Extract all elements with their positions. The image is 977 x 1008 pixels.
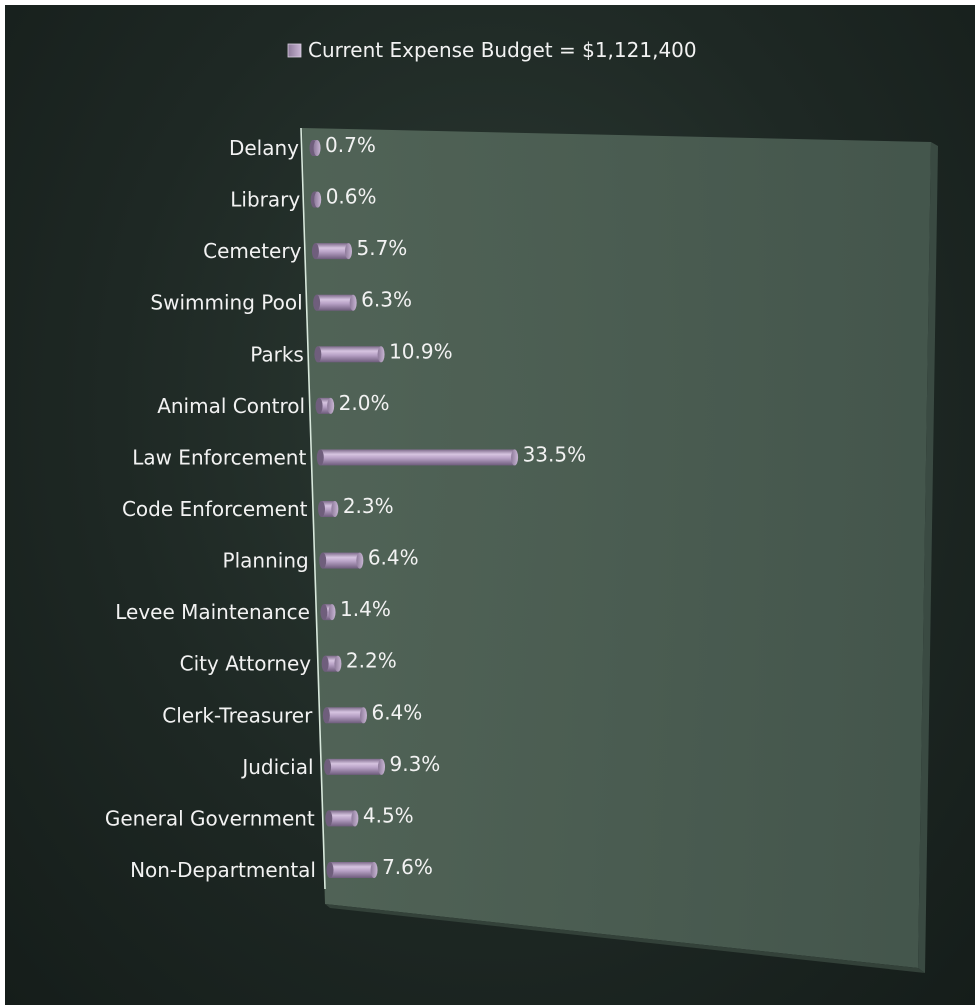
bar-start-cap-code-enforcement <box>318 501 325 517</box>
bar-cemetery <box>315 243 349 260</box>
chart-legend: Current Expense Budget = $1,121,400 <box>287 38 697 62</box>
bar-end-cap-swimming-pool <box>349 294 357 311</box>
bar-end-cap-clerk-treasurer <box>359 707 367 724</box>
category-label-code-enforcement: Code Enforcement <box>122 497 308 521</box>
category-label-animal-control: Animal Control <box>157 394 305 418</box>
bar-law-enforcement <box>320 449 515 466</box>
category-label-parks: Parks <box>250 342 304 366</box>
bar-start-cap-city-attorney <box>321 655 329 672</box>
value-label-non-departmental: 7.6% <box>382 855 433 879</box>
bar-end-cap-code-enforcement <box>331 501 339 517</box>
bar-end-cap-non-departmental <box>370 862 378 878</box>
value-label-animal-control: 2.0% <box>339 391 390 415</box>
bar-end-cap-levee-maintenance <box>328 604 336 621</box>
category-label-library: Library <box>230 188 300 212</box>
bar-start-cap-non-departmental <box>326 862 334 878</box>
legend-swatch-icon <box>287 43 302 58</box>
bar-parks <box>317 346 382 363</box>
value-label-general-government: 4.5% <box>363 803 414 827</box>
bar-end-cap-judicial <box>378 758 386 775</box>
chart-svg: Current Expense Budget = $1,121,400 Dela… <box>105 38 938 973</box>
bar-start-cap-general-government <box>325 810 333 827</box>
bar-start-cap-parks <box>314 346 322 363</box>
value-label-judicial: 9.3% <box>390 752 441 776</box>
bar-city-attorney <box>325 655 338 672</box>
bar-levee-maintenance <box>323 604 333 621</box>
category-label-law-enforcement: Law Enforcement <box>132 445 306 469</box>
bar-start-cap-judicial <box>324 758 332 775</box>
category-label-clerk-treasurer: Clerk-Treasurer <box>162 703 313 727</box>
bar-start-cap-swimming-pool <box>313 294 321 311</box>
value-label-library: 0.6% <box>326 185 377 209</box>
value-label-law-enforcement: 33.5% <box>523 442 587 466</box>
bar-swimming-pool <box>316 294 354 311</box>
chart-back-wall <box>302 128 931 968</box>
bar-clerk-treasurer <box>326 707 364 724</box>
bar-judicial <box>327 758 382 775</box>
category-label-cemetery: Cemetery <box>203 239 301 263</box>
value-label-planning: 6.4% <box>368 546 419 570</box>
bar-start-cap-law-enforcement <box>316 449 324 466</box>
value-labels: 0.7% 0.6% 5.7% 6.3% 10.9% 2.0% 33.5% 2.3% 6.4% 1.… <box>325 133 586 879</box>
bar-start-cap-cemetery <box>311 243 319 260</box>
category-label-judicial: Judicial <box>240 755 313 779</box>
category-label-non-departmental: Non-Departmental <box>130 858 316 882</box>
bar-planning <box>322 552 360 569</box>
category-axis-line <box>300 127 326 890</box>
bar-end-cap-library <box>314 191 322 208</box>
bar-end-cap-law-enforcement <box>511 449 519 466</box>
category-label-levee-maintenance: Levee Maintenance <box>115 600 310 624</box>
plot-area <box>300 127 938 973</box>
chart-frame: Current Expense Budget = $1,121,400 Dela… <box>5 5 975 1005</box>
value-label-city-attorney: 2.2% <box>346 649 397 673</box>
category-label-swimming-pool: Swimming Pool <box>150 291 302 315</box>
bar-code-enforcement <box>321 501 335 517</box>
bar-start-cap-planning <box>319 552 327 569</box>
category-label-city-attorney: City Attorney <box>180 652 312 676</box>
category-labels: Delany Library Cemetery Swimming Pool Parks A… <box>105 136 316 882</box>
chart-wall-side <box>918 142 938 973</box>
value-label-parks: 10.9% <box>389 339 453 363</box>
bar-general-government <box>328 810 355 827</box>
category-label-general-government: General Government <box>105 806 315 830</box>
legend-label: Current Expense Budget = $1,121,400 <box>308 38 697 62</box>
bar-end-cap-animal-control <box>327 397 335 414</box>
bar-end-cap-general-government <box>351 810 359 827</box>
value-label-cemetery: 5.7% <box>356 236 407 260</box>
bar-end-cap-planning <box>356 552 364 569</box>
bar-end-cap-cemetery <box>344 243 352 260</box>
bar-end-cap-delany <box>313 140 321 156</box>
category-label-planning: Planning <box>223 549 309 573</box>
bar-animal-control <box>319 397 331 414</box>
category-label-delany: Delany <box>229 136 299 160</box>
bar-start-cap-clerk-treasurer <box>322 707 330 724</box>
bars-group <box>309 140 519 878</box>
bar-end-cap-parks <box>377 346 385 363</box>
value-label-delany: 0.7% <box>325 133 376 157</box>
bar-start-cap-levee-maintenance <box>320 604 328 621</box>
value-label-swimming-pool: 6.3% <box>361 288 412 312</box>
value-label-levee-maintenance: 1.4% <box>340 597 391 621</box>
bar-start-cap-animal-control <box>315 397 323 414</box>
value-label-code-enforcement: 2.3% <box>343 494 394 518</box>
chart-floor-edge <box>325 904 925 973</box>
bar-non-departmental <box>330 862 375 878</box>
value-label-clerk-treasurer: 6.4% <box>371 700 422 724</box>
bar-end-cap-city-attorney <box>334 655 342 672</box>
